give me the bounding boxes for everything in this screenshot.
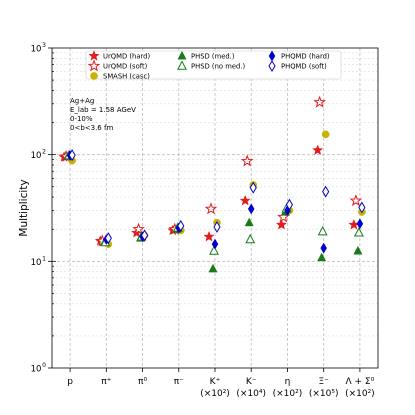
y-tick-exponent: 0 [42,362,46,369]
y-tick-label: 10 3 [31,42,47,55]
y-tick-base: 10 [31,151,42,161]
data-point [356,218,364,230]
data-point [247,203,255,215]
data-point [68,149,76,162]
y-tick-label: 10 2 [31,149,47,162]
data-point [213,220,221,233]
series-phqmd-soft [68,149,366,245]
data-point [208,263,218,273]
annotation-line: E_lab = 1.58 AGeV [70,106,136,114]
data-point [209,245,219,255]
y-tick-exponent: 3 [42,42,46,49]
y-tick-exponent: 2 [42,149,46,156]
x-tick-label: η [285,377,291,387]
legend-label: UrQMD (hard) [103,53,150,61]
data-point [204,202,218,215]
x-tick-sublabel: (×10²) [273,389,303,399]
data-point [244,217,254,227]
data-point [322,185,330,198]
y-tick-base: 10 [31,45,42,55]
data-point [321,130,330,139]
x-tick-sublabel: (×10²) [345,389,375,399]
annotation-line: 0<b<3.6 fm [70,124,113,132]
data-point [140,229,149,242]
x-tick-label: Λ + Σ⁰ [346,377,375,387]
legend-label: PHSD (no med.) [191,63,245,71]
x-tick-sublabel: (×10⁴) [236,389,266,399]
data-point [285,198,294,211]
data-point [317,252,327,262]
legend-label: PHQMD (soft) [281,63,327,71]
y-tick-label: 10 1 [31,255,47,268]
data-point [313,95,326,108]
legend-label: PHQMD (hard) [281,53,330,61]
legend-marker [177,60,187,70]
y-tick-base: 10 [31,365,42,375]
legend-label: SMASH (casc) [103,73,150,81]
legend-label: PHSD (med.) [191,53,235,61]
legend-marker [88,50,100,61]
data-point [275,218,288,230]
legend-marker [87,59,101,72]
legend-item: PHSD (no med.) [177,60,245,71]
data-point [240,154,254,167]
data-point [353,227,364,237]
legend-item: SMASH (casc) [90,72,150,81]
data-point [358,201,366,214]
data-point [249,181,257,194]
x-tick-sublabel: (×10²) [200,389,230,399]
legend-marker [177,50,187,60]
data-point [132,222,145,235]
data-point [177,219,185,232]
legend-item: UrQMD (hard) [88,50,150,61]
annotation-line: 0-10% [70,115,93,123]
y-axis-label: Multiplicity [18,179,30,236]
data-point [211,238,219,250]
data-point [203,230,215,242]
data-point [104,232,112,245]
legend-marker [268,60,276,72]
y-tick-base: 10 [31,258,42,268]
data-point [239,194,251,206]
legend-item: UrQMD (soft) [87,59,148,72]
y-tick-exponent: 1 [42,255,46,262]
data-point [317,225,328,236]
legend-marker [90,72,98,80]
legend-label: UrQMD (soft) [103,63,148,71]
x-tick-label: K⁺ [210,377,221,387]
data-point [245,233,256,244]
x-tick-label: K⁻ [246,377,257,387]
x-tick-label: π⁻ [174,377,184,387]
legend-box [85,50,342,80]
x-tick-sublabel: (×10⁵) [309,389,339,399]
legend: UrQMD (hard) UrQMD (soft) SMASH (casc) PHSD… [85,50,342,81]
x-tick-label: Ξ⁻ [318,377,329,387]
data-point [320,242,327,254]
x-tick-label: π⁺ [101,377,111,387]
legend-item: PHQMD (soft) [268,60,327,72]
x-tick-label: π⁰ [138,377,147,387]
y-tick-label: 10 0 [31,362,47,375]
annotation-line: Ag+Ag [70,97,94,105]
data-point [349,194,363,207]
x-tick-label: p [67,377,73,387]
data-point [353,245,363,255]
data-point [312,144,324,156]
legend-item: PHSD (med.) [177,50,235,61]
data-points [58,95,366,273]
